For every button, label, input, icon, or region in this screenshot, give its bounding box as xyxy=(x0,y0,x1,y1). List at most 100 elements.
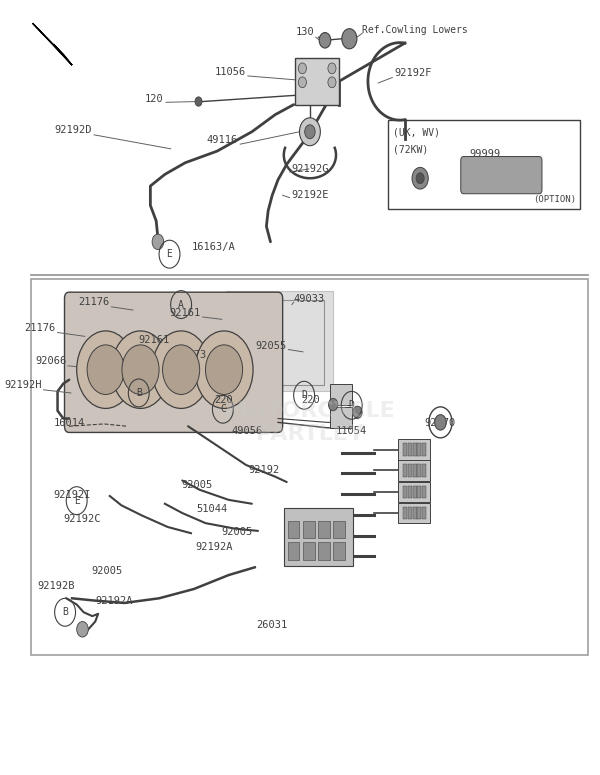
Text: 11054: 11054 xyxy=(335,426,367,436)
Bar xyxy=(413,486,416,498)
Text: 92005: 92005 xyxy=(222,527,253,537)
Bar xyxy=(318,521,329,538)
Text: 92055: 92055 xyxy=(256,341,287,351)
Bar xyxy=(295,58,339,105)
Text: 92192I: 92192I xyxy=(53,491,91,501)
Circle shape xyxy=(298,63,307,74)
Text: 92066: 92066 xyxy=(35,356,66,367)
Text: 92192F: 92192F xyxy=(394,68,431,78)
FancyBboxPatch shape xyxy=(65,292,283,432)
Bar xyxy=(288,542,299,560)
Text: 92192B: 92192B xyxy=(37,581,75,591)
Bar xyxy=(417,464,421,477)
Bar xyxy=(403,443,407,456)
FancyBboxPatch shape xyxy=(461,157,542,194)
Bar xyxy=(398,439,430,460)
Circle shape xyxy=(195,97,202,106)
Circle shape xyxy=(205,345,242,394)
Text: 99999: 99999 xyxy=(469,149,501,159)
Circle shape xyxy=(342,29,357,49)
Text: 92192C: 92192C xyxy=(64,515,101,525)
Text: 21176: 21176 xyxy=(25,323,56,333)
Bar xyxy=(408,486,412,498)
Text: 92192A: 92192A xyxy=(95,597,133,607)
Bar xyxy=(422,486,426,498)
Bar xyxy=(413,464,416,477)
Text: 16073: 16073 xyxy=(176,350,207,360)
Circle shape xyxy=(328,77,336,88)
Circle shape xyxy=(298,77,307,88)
Bar xyxy=(408,507,412,519)
Text: B: B xyxy=(62,608,68,617)
Bar xyxy=(303,542,314,560)
Polygon shape xyxy=(32,23,72,65)
Text: E: E xyxy=(74,496,80,505)
Text: 92192G: 92192G xyxy=(292,164,329,174)
Bar xyxy=(403,464,407,477)
Text: 92005: 92005 xyxy=(92,566,123,576)
Bar xyxy=(417,486,421,498)
Bar xyxy=(413,443,416,456)
Bar xyxy=(226,291,333,391)
Circle shape xyxy=(434,415,446,430)
Bar xyxy=(333,521,345,538)
Bar xyxy=(398,460,430,480)
Text: C: C xyxy=(220,405,226,414)
Bar xyxy=(284,508,353,566)
Text: 11056: 11056 xyxy=(215,67,246,78)
Circle shape xyxy=(77,331,135,408)
Circle shape xyxy=(299,118,320,146)
Circle shape xyxy=(77,622,88,637)
Circle shape xyxy=(416,173,424,184)
Text: 92192: 92192 xyxy=(248,465,280,475)
Text: 92161: 92161 xyxy=(170,308,201,319)
Bar xyxy=(403,507,407,519)
Text: D: D xyxy=(349,401,355,410)
Bar xyxy=(403,486,407,498)
Text: 92192A: 92192A xyxy=(196,542,233,553)
Circle shape xyxy=(163,345,200,394)
Text: 92170: 92170 xyxy=(425,418,456,429)
Bar xyxy=(417,507,421,519)
Text: 49116: 49116 xyxy=(206,136,238,146)
Bar xyxy=(333,542,345,560)
Bar xyxy=(464,160,539,190)
Circle shape xyxy=(305,125,315,139)
Text: 92192D: 92192D xyxy=(55,126,92,136)
Text: B: B xyxy=(136,388,142,398)
Circle shape xyxy=(328,398,338,411)
Text: 130: 130 xyxy=(296,27,314,37)
Bar xyxy=(422,507,426,519)
Circle shape xyxy=(152,331,210,408)
Text: E: E xyxy=(167,250,172,259)
Text: (OPTION): (OPTION) xyxy=(533,195,576,204)
Text: Ref.Cowling Lowers: Ref.Cowling Lowers xyxy=(362,25,468,35)
Circle shape xyxy=(412,167,428,189)
Circle shape xyxy=(353,406,362,419)
Text: 51044: 51044 xyxy=(196,504,227,514)
Circle shape xyxy=(87,345,124,394)
Text: 92192E: 92192E xyxy=(292,190,329,200)
Bar xyxy=(417,443,421,456)
Bar xyxy=(398,503,430,523)
Text: (UK, WV): (UK, WV) xyxy=(393,128,440,138)
Circle shape xyxy=(122,345,159,394)
Bar xyxy=(413,507,416,519)
Bar xyxy=(303,521,314,538)
Text: 49033: 49033 xyxy=(293,294,325,305)
Circle shape xyxy=(152,234,164,250)
Text: 92161: 92161 xyxy=(138,335,170,345)
Bar xyxy=(31,279,589,655)
Text: 92005: 92005 xyxy=(181,480,212,491)
Text: 120: 120 xyxy=(145,94,164,104)
Bar xyxy=(288,521,299,538)
Bar xyxy=(388,120,580,209)
Bar xyxy=(330,408,352,428)
Text: 49056: 49056 xyxy=(231,426,262,436)
Bar xyxy=(408,443,412,456)
Polygon shape xyxy=(53,44,72,65)
Bar xyxy=(422,443,426,456)
Text: 21176: 21176 xyxy=(79,298,110,308)
Text: 220: 220 xyxy=(215,395,233,405)
Text: 26031: 26031 xyxy=(257,620,288,630)
